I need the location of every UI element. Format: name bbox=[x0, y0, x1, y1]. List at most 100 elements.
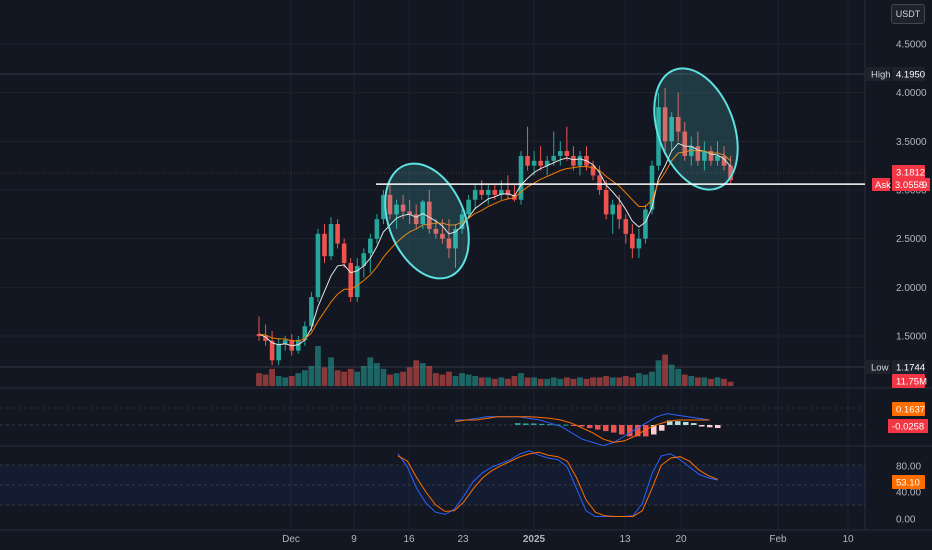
candle-body bbox=[472, 190, 478, 200]
drawings[interactable] bbox=[369, 57, 865, 291]
last-price-bg bbox=[892, 165, 925, 179]
candle-body bbox=[361, 253, 367, 266]
volume-bar bbox=[708, 378, 714, 386]
volume-bar bbox=[400, 371, 406, 386]
candle-body bbox=[381, 194, 386, 220]
signal-value-bg bbox=[888, 419, 928, 433]
volume-bar bbox=[557, 378, 564, 386]
highlight-ellipse bbox=[384, 162, 470, 280]
candle-body bbox=[643, 209, 648, 239]
time-tick-label: Dec bbox=[282, 534, 300, 545]
candle-body bbox=[354, 265, 360, 298]
macd-histogram-bar bbox=[675, 421, 681, 425]
candle-body bbox=[341, 243, 347, 263]
candle-body bbox=[479, 190, 484, 195]
volume-bar bbox=[295, 373, 302, 386]
volume-bar bbox=[550, 377, 557, 386]
volume-bar bbox=[727, 381, 734, 386]
candle-body bbox=[322, 233, 327, 257]
volume-bar bbox=[328, 357, 334, 386]
candle-body bbox=[571, 155, 576, 166]
low-label-bg bbox=[866, 360, 890, 374]
volume-bar bbox=[256, 373, 262, 386]
stochastic-pane bbox=[0, 450, 865, 517]
macd-histogram-bar bbox=[563, 424, 569, 426]
volume-bar bbox=[518, 373, 524, 386]
candle-body bbox=[453, 228, 458, 249]
axes: 4.50004.00003.50003.00002.50002.00001.50… bbox=[282, 40, 927, 546]
volume-bar bbox=[334, 370, 341, 386]
volume-bar bbox=[347, 368, 354, 386]
candle-body bbox=[400, 204, 406, 212]
high-label: High bbox=[871, 70, 891, 81]
volume-label: 11.75M bbox=[896, 377, 927, 388]
price-tick-label: 3.5000 bbox=[896, 137, 927, 148]
volume-bar bbox=[315, 346, 321, 386]
macd-histogram-bar bbox=[547, 424, 553, 426]
volume-bar bbox=[596, 377, 603, 386]
candle-body bbox=[564, 151, 570, 156]
volume-bar bbox=[465, 374, 472, 386]
volume-bar bbox=[603, 376, 610, 386]
candle-body bbox=[551, 155, 557, 161]
candle-body bbox=[374, 219, 380, 239]
volume-bar bbox=[649, 371, 655, 386]
macd-histogram-bar bbox=[659, 425, 665, 431]
last-price: 3.1812 bbox=[896, 168, 925, 179]
ask-suffix: 9 bbox=[922, 180, 927, 191]
price-tick-label: 2.5000 bbox=[896, 234, 927, 245]
candle-body bbox=[328, 224, 334, 257]
candle-body bbox=[728, 165, 733, 181]
candle-body bbox=[335, 224, 340, 244]
high-value: 4.1950 bbox=[896, 70, 925, 81]
volume-bar bbox=[505, 378, 511, 386]
candle-body bbox=[256, 334, 262, 336]
volume-bar bbox=[472, 376, 479, 386]
candle-body bbox=[715, 155, 720, 161]
macd-histogram-bar bbox=[707, 425, 713, 428]
low-label: Low bbox=[871, 363, 889, 374]
volume-bar bbox=[531, 377, 537, 386]
price-tick-label: 4.0000 bbox=[896, 88, 927, 99]
volume-bar bbox=[426, 366, 433, 386]
currency-button[interactable]: USDT bbox=[891, 4, 925, 24]
volume-bar bbox=[537, 378, 544, 386]
candle-body bbox=[682, 131, 688, 156]
volume-bar bbox=[694, 377, 701, 386]
volume-bar bbox=[393, 373, 400, 386]
low-value-bg bbox=[892, 360, 925, 374]
candle-body bbox=[630, 233, 635, 249]
volume-bar bbox=[432, 373, 439, 386]
volume-bar bbox=[577, 377, 583, 386]
macd-histogram-bar bbox=[619, 425, 625, 435]
volume-bar bbox=[406, 367, 413, 386]
price-tick-label: 4.5000 bbox=[896, 40, 927, 51]
volume-bar bbox=[498, 377, 505, 386]
candle-body bbox=[597, 175, 602, 190]
candle-body bbox=[577, 155, 583, 166]
macd-histogram-bar bbox=[699, 425, 705, 427]
volume-bar bbox=[269, 368, 275, 386]
candle-body bbox=[525, 155, 530, 166]
volume-bar bbox=[491, 378, 498, 386]
volume-bar bbox=[288, 376, 295, 386]
candle-body bbox=[505, 190, 511, 195]
candle-body bbox=[302, 326, 308, 340]
stoch-value-bg bbox=[892, 475, 925, 489]
volume-bar bbox=[609, 377, 616, 386]
volume-bar bbox=[662, 354, 668, 386]
candle-body bbox=[695, 146, 701, 161]
price-tick-label: 2.0000 bbox=[896, 283, 927, 294]
time-tick-label: Feb bbox=[769, 534, 787, 545]
candle-body bbox=[492, 190, 498, 195]
candle-body bbox=[721, 155, 727, 166]
volume-bar bbox=[354, 371, 361, 386]
high-value-bg bbox=[892, 67, 925, 81]
volume-bar bbox=[590, 377, 596, 386]
stoch-tick-label: 40.00 bbox=[896, 488, 921, 499]
macd-histogram-bar bbox=[667, 420, 673, 425]
macd-histogram-bar bbox=[691, 423, 697, 425]
macd-value-bg bbox=[892, 402, 925, 416]
